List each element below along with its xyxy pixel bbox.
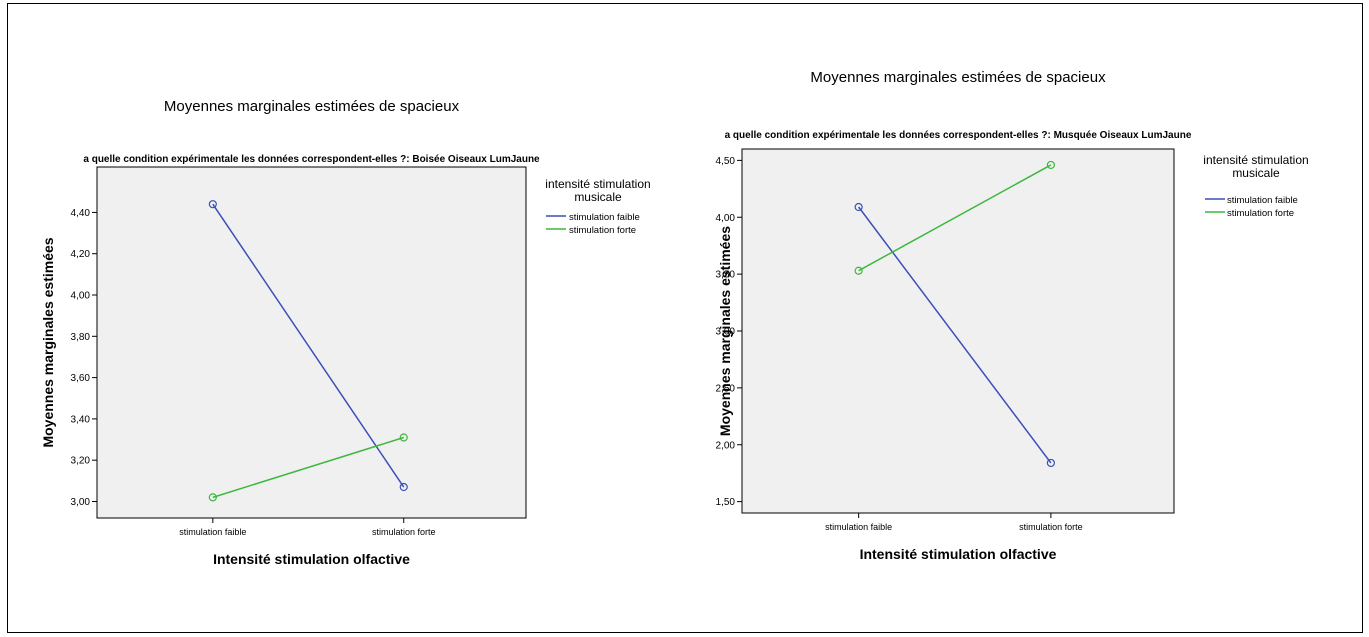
y-tick-label: 3,00 (71, 497, 91, 508)
x-tick-label: stimulation forte (372, 527, 436, 537)
legend-title: intensité stimulation (545, 177, 650, 191)
y-axis-label: Moyennes marginales estimées (40, 237, 56, 447)
x-tick-label: stimulation faible (825, 522, 892, 532)
y-tick-label: 4,00 (71, 291, 91, 302)
legend-title: intensité stimulation (1203, 153, 1308, 167)
legend-label: stimulation faible (569, 212, 640, 223)
plot-area (741, 148, 1175, 514)
data-point (854, 202, 863, 212)
legend-title: musicale (1232, 166, 1280, 180)
y-tick-label: 3,80 (71, 332, 91, 343)
chart-2: Moyennes marginales estimées de spacieux… (716, 69, 1309, 562)
x-tick-label: stimulation forte (1019, 522, 1083, 532)
y-tick-label: 4,40 (71, 208, 91, 219)
legend-title: musicale (574, 190, 622, 204)
chart-subtitle: a quelle condition expérimentale les don… (83, 154, 540, 165)
data-point (854, 266, 863, 275)
y-tick-label: 2,50 (716, 383, 736, 394)
data-point (1046, 458, 1055, 468)
plot-area (96, 166, 527, 519)
series-line-2 (858, 164, 1052, 272)
y-tick-label: 4,20 (71, 249, 91, 260)
y-tick-label: 3,50 (716, 270, 736, 281)
x-axis-label: Intensité stimulation olfactive (213, 551, 410, 567)
y-tick-label: 3,40 (71, 414, 91, 425)
data-point (399, 482, 408, 492)
x-tick-label: stimulation faible (179, 527, 246, 537)
chart-title: Moyennes marginales estimées de spacieux (810, 69, 1106, 86)
charts-canvas: Moyennes marginales estimées de spacieux… (40, 69, 1309, 567)
data-point (399, 433, 408, 442)
chart-subtitle: a quelle condition expérimentale les don… (725, 130, 1192, 141)
series-line-2 (212, 436, 404, 499)
legend-label: stimulation forte (569, 225, 636, 236)
y-tick-label: 2,00 (716, 440, 736, 451)
y-axis-label: Moyennes marginales estimées (717, 226, 733, 436)
y-tick-label: 4,00 (716, 213, 736, 224)
legend-label: stimulation forte (1227, 208, 1294, 219)
y-tick-label: 3,00 (716, 327, 736, 338)
legend-label: stimulation faible (1227, 195, 1298, 206)
y-tick-label: 3,60 (71, 373, 91, 384)
series-line-1 (212, 203, 405, 488)
data-point (1046, 160, 1055, 170)
chart-1: Moyennes marginales estimées de spacieux… (40, 98, 651, 567)
series-line-1 (858, 206, 1052, 464)
y-tick-label: 4,50 (716, 156, 736, 167)
data-point (208, 493, 217, 502)
y-tick-label: 3,20 (71, 456, 91, 467)
data-point (208, 200, 217, 209)
y-tick-label: 1,50 (716, 497, 736, 508)
x-axis-label: Intensité stimulation olfactive (860, 546, 1057, 562)
chart-title: Moyennes marginales estimées de spacieux (164, 98, 460, 115)
figure-frame: Moyennes marginales estimées de spacieux… (7, 3, 1363, 633)
